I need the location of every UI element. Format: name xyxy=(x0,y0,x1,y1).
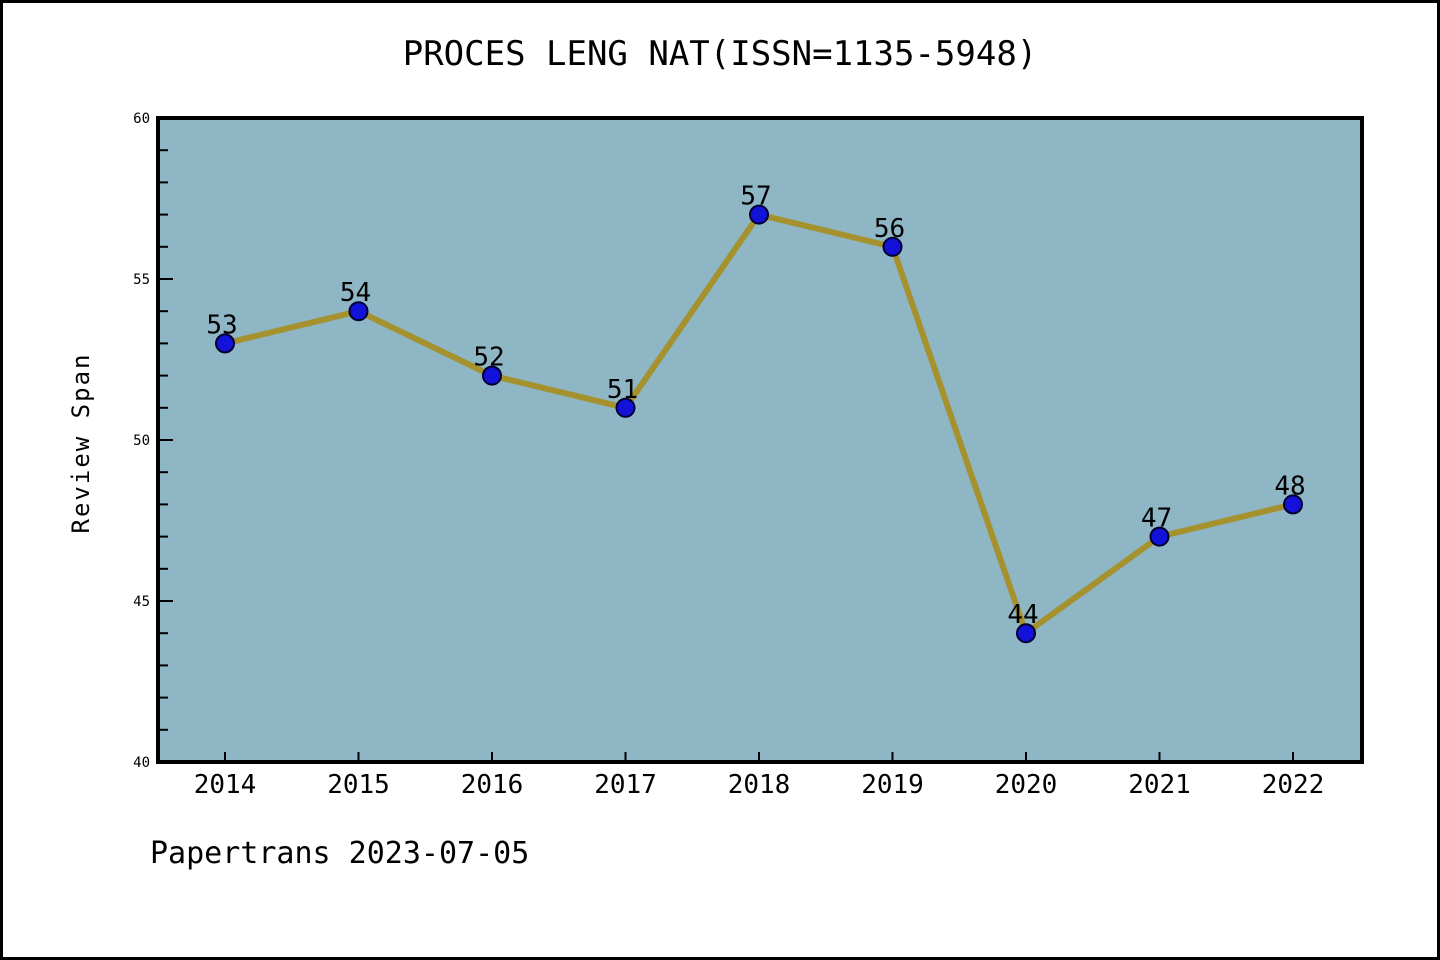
data-point-label: 44 xyxy=(1007,600,1038,630)
x-tick-label: 2022 xyxy=(1262,770,1325,800)
data-point-label: 54 xyxy=(340,278,371,308)
data-point-label: 48 xyxy=(1274,471,1305,501)
x-tick-label: 2015 xyxy=(327,770,390,800)
data-point xyxy=(215,333,235,354)
x-tick-label: 2021 xyxy=(1128,770,1191,800)
x-tick-label: 2018 xyxy=(728,770,791,800)
data-point-label: 57 xyxy=(740,182,771,212)
y-tick-label: 45 xyxy=(133,594,150,610)
data-point xyxy=(348,301,369,322)
data-point xyxy=(1283,494,1303,515)
x-tick-label: 2019 xyxy=(861,770,924,800)
data-point xyxy=(1149,526,1170,547)
data-point xyxy=(1016,623,1036,644)
data-point-label: 56 xyxy=(874,214,905,244)
data-point-label: 52 xyxy=(473,343,504,373)
x-tick-label: 2017 xyxy=(594,770,657,800)
x-tick-label: 2014 xyxy=(194,770,257,800)
line-chart: 40 45 50 55 60 2014 2015 2016 2017 2018 2019 2020 20… xyxy=(133,111,1364,800)
x-tick-label: 2020 xyxy=(995,770,1058,800)
data-point-label: 51 xyxy=(607,375,638,405)
data-point-label: 53 xyxy=(206,310,237,340)
data-point xyxy=(882,236,903,257)
y-tick-label: 40 xyxy=(133,755,150,771)
data-point xyxy=(749,204,769,225)
y-tick-label: 55 xyxy=(133,272,150,288)
y-tick-label: 60 xyxy=(133,111,150,127)
data-point-label: 47 xyxy=(1141,504,1172,534)
plot-area xyxy=(156,116,1364,764)
watermark-text: Papertrans 2023-07-05 xyxy=(150,836,530,871)
x-tick-label: 2016 xyxy=(461,770,524,800)
data-point xyxy=(482,365,502,386)
y-tick-label: 50 xyxy=(133,433,150,449)
data-point xyxy=(615,397,636,418)
chart-title: PROCES LENG NAT(ISSN=1135-5948) xyxy=(402,34,1038,74)
